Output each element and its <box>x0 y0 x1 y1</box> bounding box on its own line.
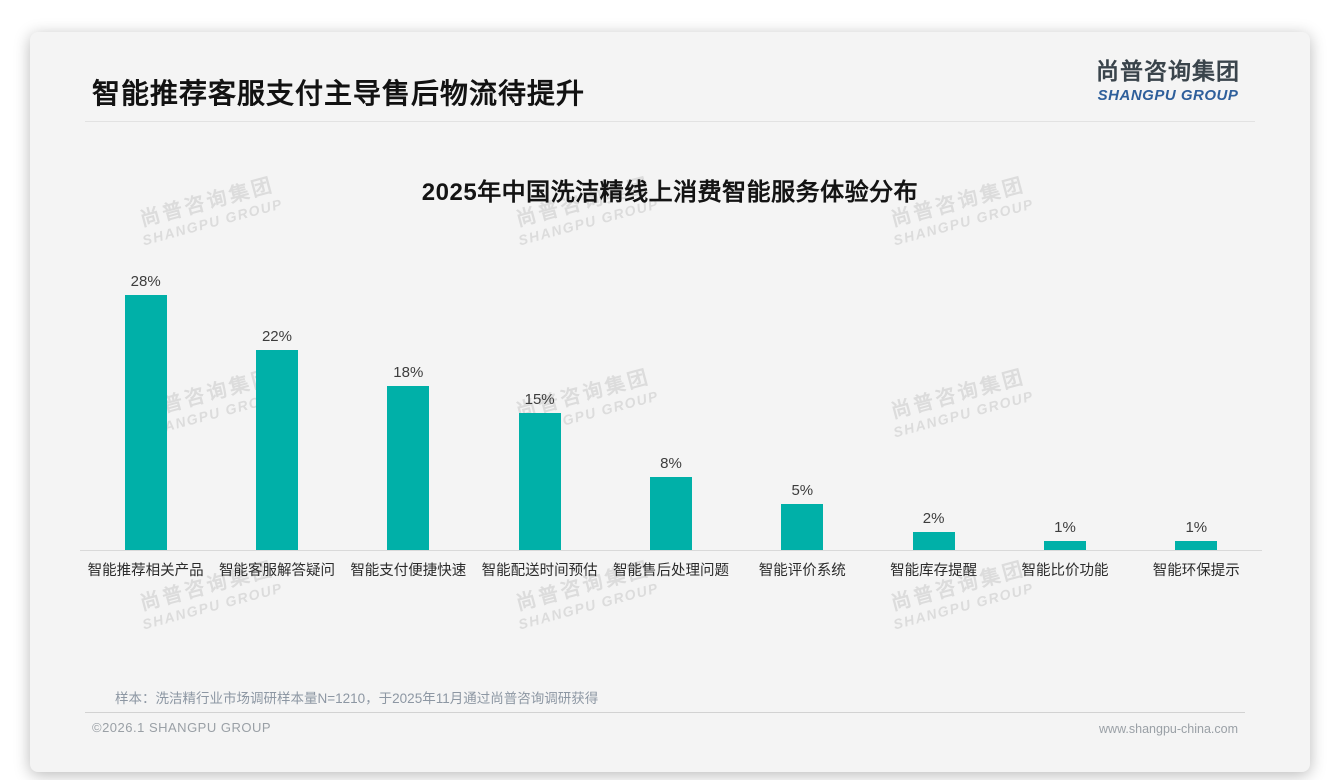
x-axis-label: 智能评价系统 <box>758 563 846 579</box>
logo-english-name: SHANGPU GROUP <box>1097 87 1239 104</box>
bar <box>912 532 955 550</box>
x-axis-label: 智能客服解答疑问 <box>218 563 335 579</box>
bar-column: 22% <box>211 268 342 550</box>
logo-chinese-name: 尚普咨询集团 <box>1096 58 1240 84</box>
bar-column: 18% <box>343 268 474 550</box>
x-axis-label: 智能环保提示 <box>1152 563 1240 579</box>
bar-column: 5% <box>737 268 868 550</box>
x-axis-label: 智能比价功能 <box>1021 563 1109 579</box>
slide-card: 尚普咨询集团 SHANGPU GROUP 尚普咨询集团 SHANGPU GROUP 尚普… <box>30 32 1310 772</box>
bar-value-label: 18% <box>393 364 424 381</box>
bar-value-label: 15% <box>524 391 555 408</box>
x-axis-label: 智能推荐相关产品 <box>87 563 204 579</box>
bar-column: 1% <box>999 268 1130 550</box>
x-axis-label: 智能支付便捷快速 <box>350 563 467 579</box>
website-url: www.shangpu-china.com <box>1099 722 1238 736</box>
copyright-text: ©2026.1 SHANGPU GROUP <box>92 720 272 735</box>
bar-column: 1% <box>1131 268 1262 550</box>
bar <box>518 413 561 550</box>
bar <box>1175 541 1218 550</box>
x-axis-line <box>80 550 1262 551</box>
x-axis-label: 智能库存提醒 <box>890 563 978 579</box>
bar-column: 15% <box>474 268 605 550</box>
bar <box>255 350 298 550</box>
header-divider <box>85 121 1255 122</box>
bar-value-label: 8% <box>660 455 682 472</box>
bar-column: 8% <box>605 268 736 550</box>
bar <box>649 477 692 550</box>
bar <box>124 295 167 550</box>
footer-divider <box>85 712 1245 713</box>
company-logo: 尚普咨询集团 SHANGPU GROUP <box>1096 52 1240 104</box>
bar <box>1043 541 1086 550</box>
bar-column: 2% <box>868 268 999 550</box>
bar-column: 28% <box>80 268 211 550</box>
sample-note: 样本：洗洁精行业市场调研样本量N=1210，于2025年11月通过尚普咨询调研获… <box>115 691 599 706</box>
bar-value-label: 5% <box>791 482 814 499</box>
bar <box>387 386 430 550</box>
bar-value-label: 1% <box>1054 519 1076 536</box>
page-title: 智能推荐客服支付主导售后物流待提升 <box>92 78 586 109</box>
chart-plot-area: 28% 22% 18% 15% 8% 5% 2% 1% 1% <box>80 268 1262 550</box>
bar-value-label: 28% <box>130 273 161 290</box>
x-axis-labels: 智能推荐相关产品 智能客服解答疑问 智能支付便捷快速 智能配送时间预估 智能售后处理问题… <box>80 559 1262 580</box>
bar-value-label: 2% <box>922 510 945 527</box>
bar-chart: 2025年中国洗洁精线上消费智能服务体验分布 28% 22% 18% 15% 8% 5% 2… <box>30 32 1310 772</box>
x-axis-label: 智能配送时间预估 <box>481 563 598 579</box>
x-axis-label: 智能售后处理问题 <box>612 563 729 579</box>
bar <box>781 504 824 550</box>
chart-title: 2025年中国洗洁精线上消费智能服务体验分布 <box>421 179 919 206</box>
bar-value-label: 22% <box>261 328 292 345</box>
bar-value-label: 1% <box>1185 519 1208 536</box>
